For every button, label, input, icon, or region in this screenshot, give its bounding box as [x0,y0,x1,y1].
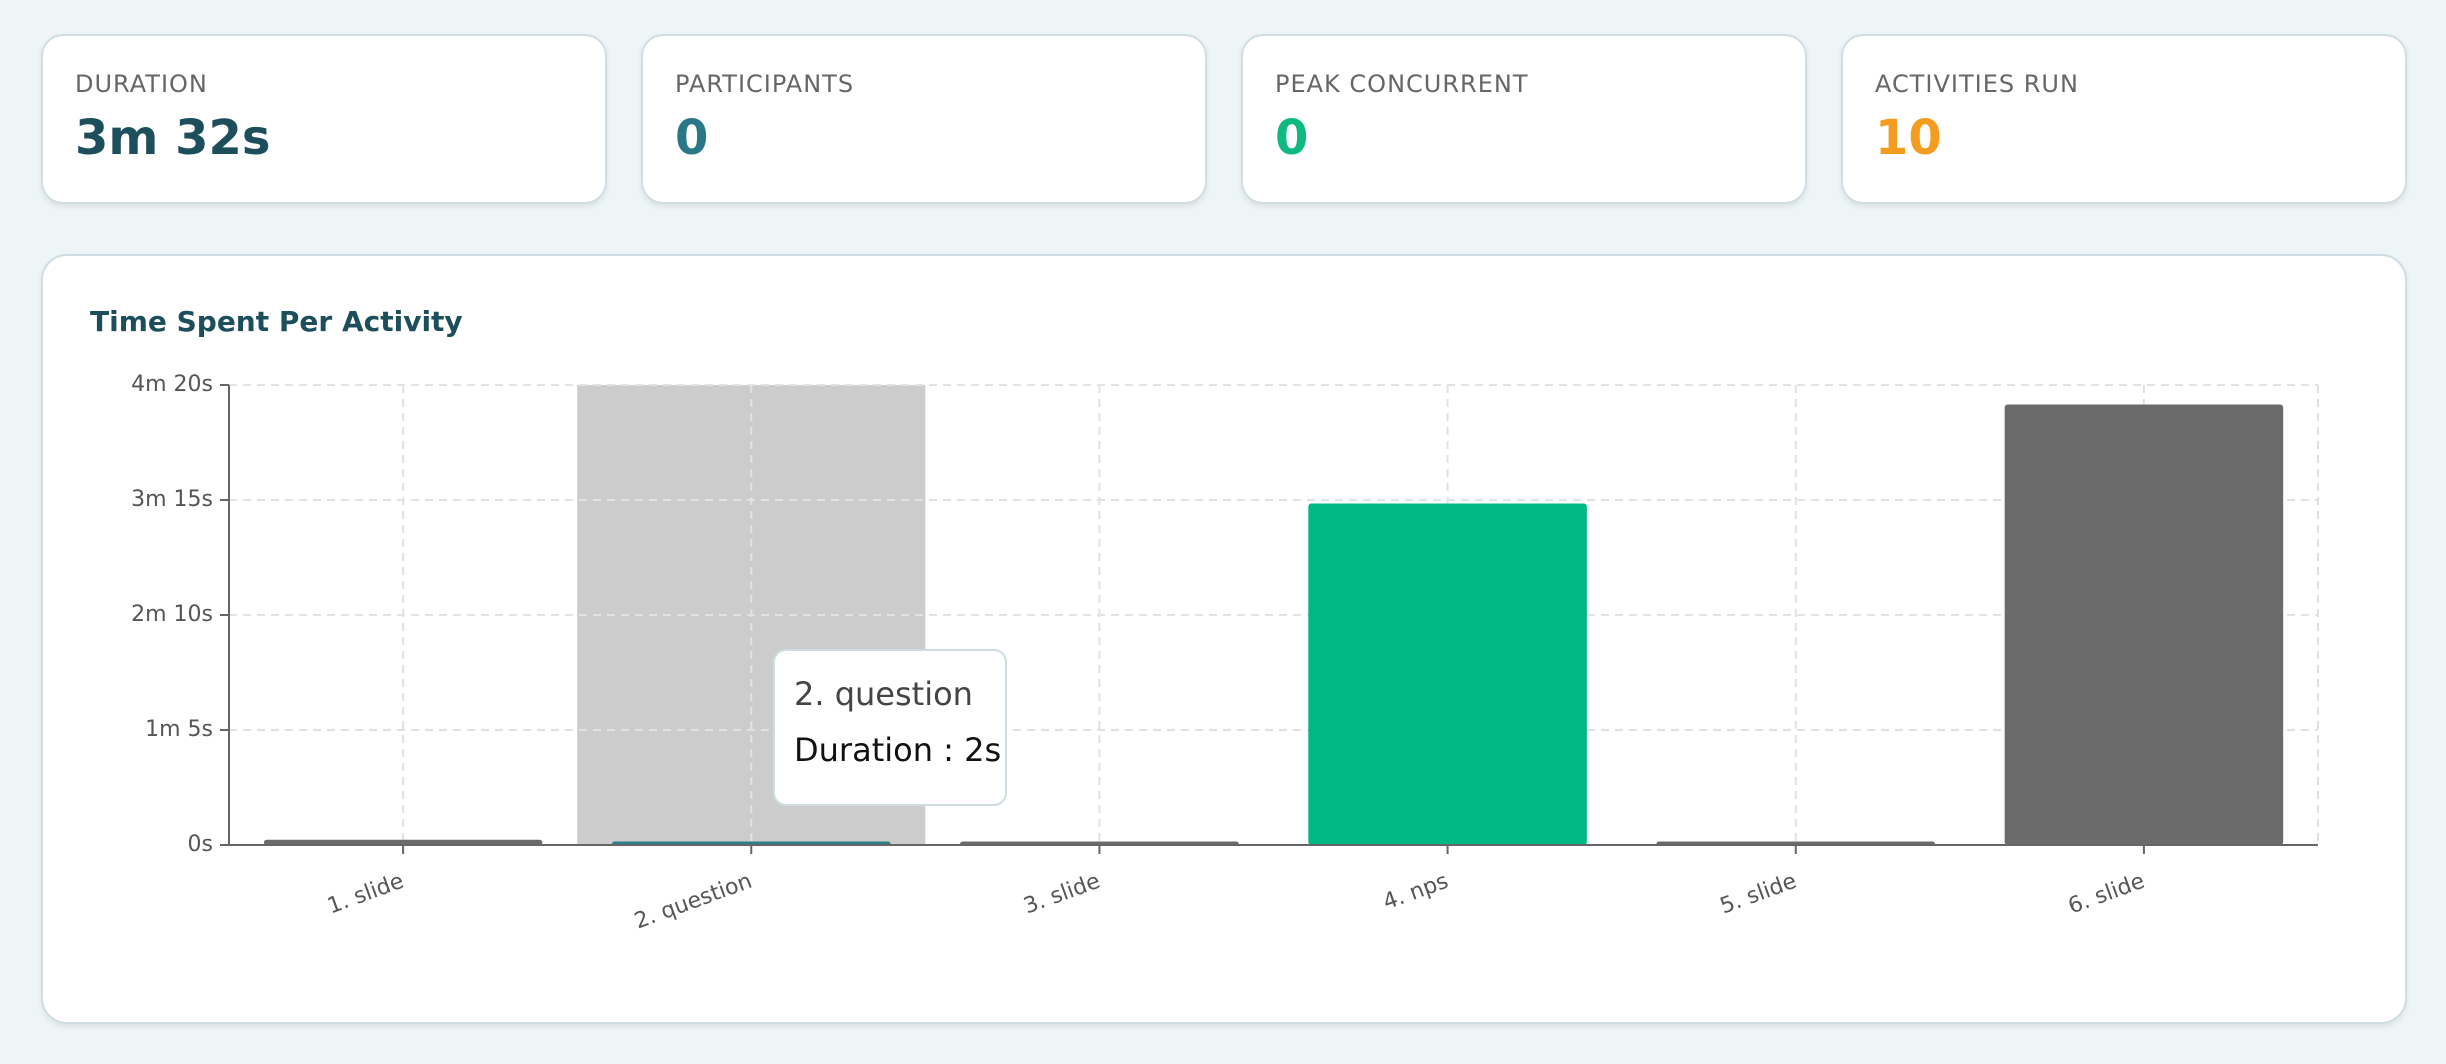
stat-cards: DURATION 3m 32s PARTICIPANTS 0 PEAK CONCURRE… [41,34,2407,204]
x-tick-label: 1. slide [324,869,407,920]
y-tick-label: 2m 10s [131,602,213,627]
y-tick-label: 3m 15s [131,487,213,512]
stat-card: PARTICIPANTS 0 [641,34,1207,204]
stat-value: 3m 32s [75,110,271,166]
stat-value: 0 [1275,110,1309,166]
bar [1308,503,1587,845]
stat-label: DURATION [75,70,208,98]
stat-card: ACTIVITIES RUN 10 [1841,34,2407,204]
y-tick-label: 1m 5s [145,717,213,742]
stat-label: PARTICIPANTS [675,70,855,98]
stat-card: PEAK CONCURRENT 0 [1241,34,1807,204]
stat-card: DURATION 3m 32s [41,34,607,204]
x-tick-label: 2. question [631,869,755,935]
x-tick-label: 3. slide [1021,869,1104,920]
tooltip-text: Duration : 2s [794,731,1001,769]
stat-value: 10 [1875,110,1942,166]
x-tick-label: 5. slide [1717,869,1800,920]
stat-value: 0 [675,110,709,166]
x-tick-label: 6. slide [2065,869,2148,920]
y-tick-label: 4m 20s [131,372,213,397]
stat-label: ACTIVITIES RUN [1875,70,2079,98]
tooltip-title: 2. question [794,675,973,713]
chart-title: Time Spent Per Activity [90,305,463,338]
tooltip-box [773,649,1007,806]
bar [263,839,543,845]
x-tick-label: 4. nps [1380,869,1452,916]
bar [2004,404,2284,845]
stat-label: PEAK CONCURRENT [1275,70,1529,98]
y-tick-label: 0s [188,832,213,857]
